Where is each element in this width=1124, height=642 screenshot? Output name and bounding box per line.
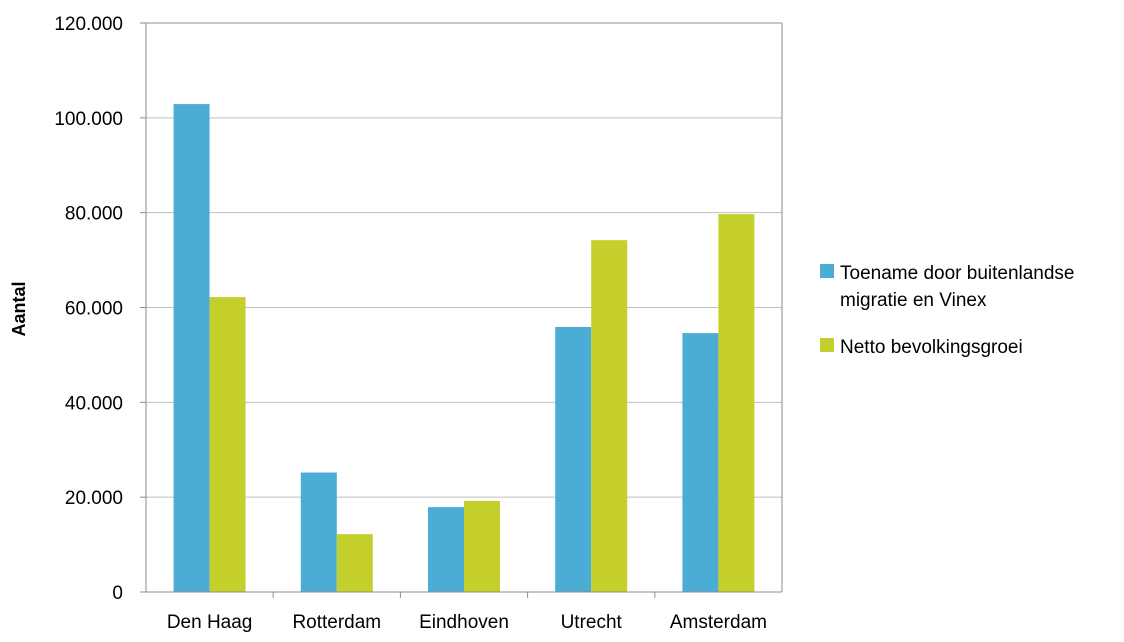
legend: Toename door buitenlandse migratie en Vin… <box>820 263 1075 358</box>
legend-swatch <box>820 338 834 352</box>
legend-label: migratie en Vinex <box>840 290 987 311</box>
axes <box>140 22 783 598</box>
bar-toename-amsterdam <box>682 333 719 592</box>
legend-swatch <box>820 264 834 278</box>
bar-netto-eindhoven <box>464 500 500 592</box>
x-tick-label: Utrecht <box>561 612 623 633</box>
bar-netto-den-haag <box>209 297 246 592</box>
x-tick-label: Rotterdam <box>292 612 381 633</box>
bar-netto-utrecht <box>591 240 628 592</box>
bar-netto-amsterdam <box>718 214 755 592</box>
y-tick-label: 40.000 <box>65 393 123 414</box>
y-tick-label: 120.000 <box>54 14 123 35</box>
y-tick-labels: 0 20.000 40.000 60.000 80.000 100.000 120.000 <box>54 14 123 604</box>
bar-toename-rotterdam <box>300 472 337 592</box>
x-tick-labels: Den Haag Rotterdam Eindhoven Utrecht Amsterd… <box>167 612 767 633</box>
y-tick-label: 20.000 <box>65 488 123 509</box>
x-tick-label: Amsterdam <box>670 612 767 633</box>
legend-label: Toename door buitenlandse <box>840 263 1075 284</box>
y-tick-label: 100.000 <box>54 109 123 130</box>
bar-toename-utrecht <box>555 326 592 592</box>
bars <box>173 104 755 593</box>
y-axis-title: Aantal <box>9 281 29 336</box>
y-tick-label: 80.000 <box>65 204 123 225</box>
bar-toename-den-haag <box>173 104 210 593</box>
y-tick-label: 60.000 <box>65 299 123 320</box>
x-tick-label: Eindhoven <box>419 612 509 633</box>
bar-netto-rotterdam <box>336 534 373 592</box>
legend-label: Netto bevolkingsgroei <box>840 337 1023 358</box>
x-tick-label: Den Haag <box>167 612 253 633</box>
bar-toename-eindhoven <box>428 507 464 592</box>
y-tick-label: 0 <box>112 583 123 604</box>
